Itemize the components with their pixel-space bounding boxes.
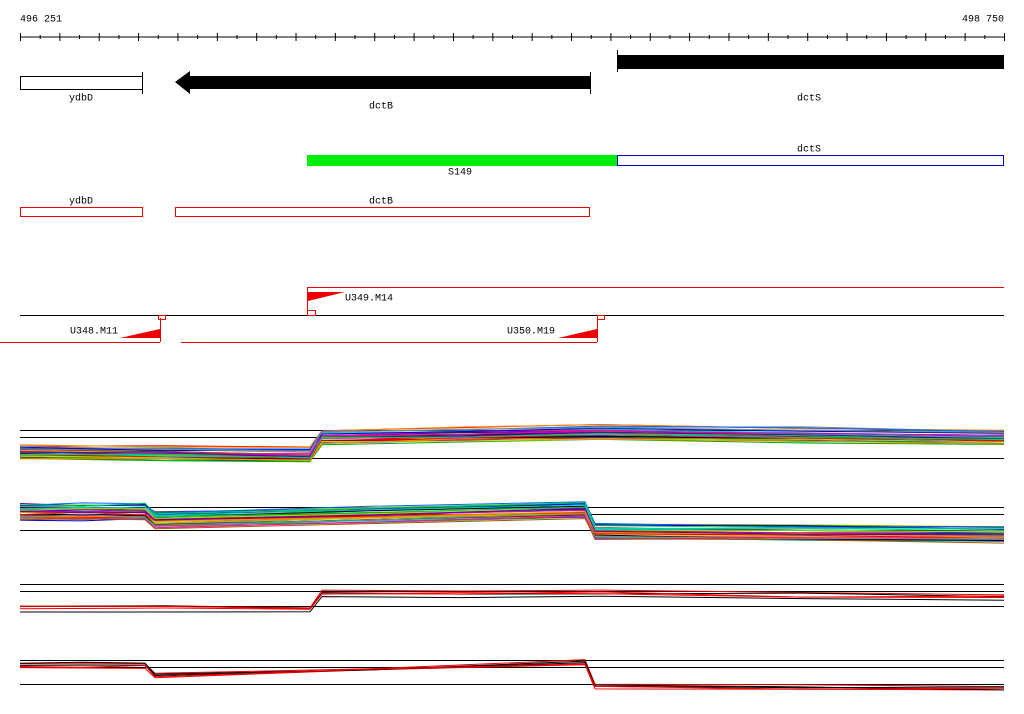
expression-trace [19,438,1005,461]
expression-trace [19,663,1005,690]
segment-label: U350.M19 [507,327,555,338]
segment-flag [120,329,160,338]
expression-panel [19,659,1005,691]
transcript-label: S149 [448,168,472,179]
gene-label: dctB [369,101,393,113]
gene-ydbD[interactable] [20,76,143,90]
expression-panel [19,423,1005,463]
segments-track: U349.M14 U348.M11 U350.M19 [0,287,1004,343]
segment-flag [308,292,345,301]
transcript-S149[interactable] [307,155,617,166]
expression-trace [20,591,1005,610]
transcript-dctS[interactable] [617,155,1004,166]
expression-trace [19,432,1005,459]
transcripts-track: dctS S149 [307,144,1004,179]
ruler-end: 498 750 [962,15,1004,26]
expression-panel [19,501,1005,544]
segment-break [307,310,316,316]
segment-flag [558,329,597,338]
expression-trace [19,504,1005,532]
annotation-track: ydbD dctB [20,196,590,217]
expression-trace [19,664,1005,691]
ruler-start: 496 251 [20,15,62,26]
ruler-ticks [20,33,1005,41]
annotation-label: dctB [369,196,393,208]
expression-panel [19,584,1005,613]
segment-label: U349.M14 [345,294,393,305]
annotation-label: ydbD [69,196,93,208]
expression-trace [20,595,1005,613]
ruler: 496 251 498 750 [20,15,1005,41]
expression-trace [19,427,1005,452]
genes-track: ydbD dctB dctS [20,50,1004,113]
annotation-dctB[interactable] [175,207,590,217]
gene-label: ydbD [69,93,93,105]
expression-trace [19,513,1005,540]
segment-label: U348.M11 [70,327,118,338]
gene-label: dctS [797,93,821,105]
expression-panels [19,423,1005,691]
transcript-label: dctS [797,144,821,156]
gene-dctB[interactable] [175,71,590,94]
expression-trace [19,427,1005,452]
expression-trace [19,502,1005,530]
expression-trace [19,507,1005,533]
expression-trace [19,507,1005,536]
annotation-ydbD[interactable] [20,207,143,217]
expression-trace [19,518,1005,544]
segment-break [597,315,605,320]
gene-dctS[interactable] [617,55,1004,69]
segment-break [158,315,166,320]
expression-trace [19,662,1005,691]
